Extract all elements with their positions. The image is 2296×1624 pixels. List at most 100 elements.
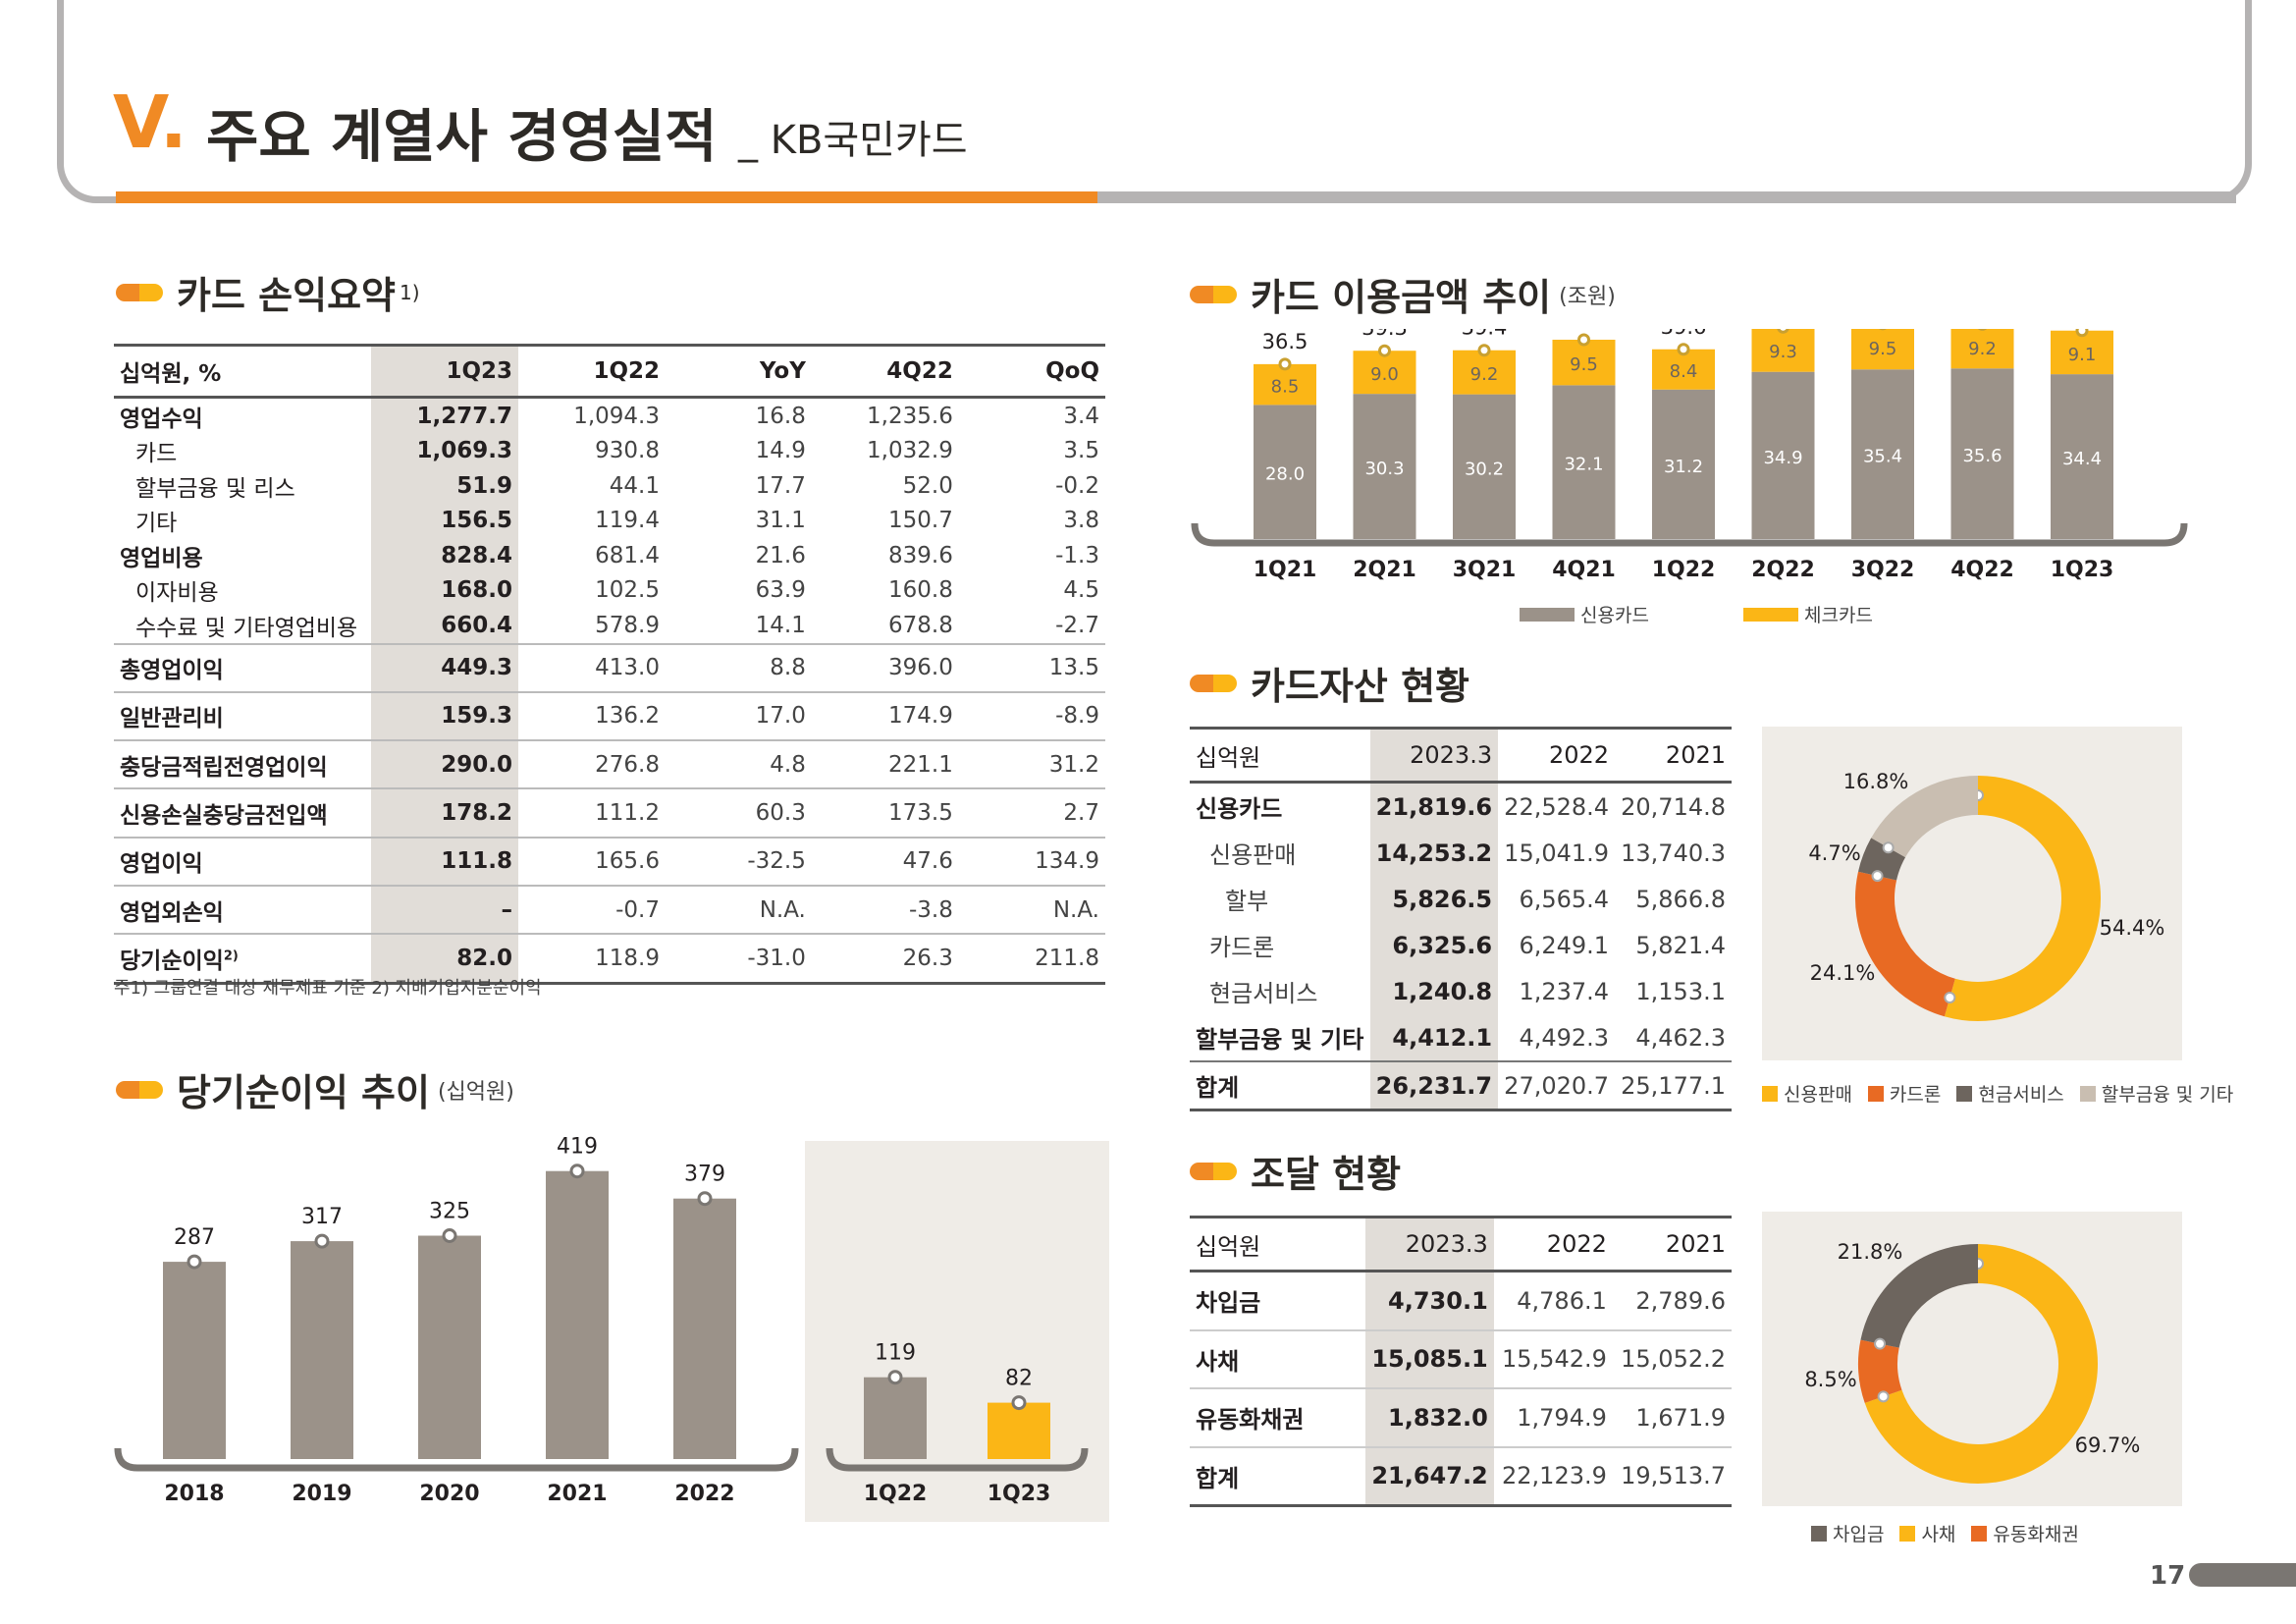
table-cell: 4.8 <box>666 740 812 790</box>
total-label: 39.4 <box>1462 329 1508 340</box>
page-number-bar <box>2189 1563 2296 1587</box>
table-cell: -0.7 <box>518 885 666 936</box>
column-header: 2022 <box>1493 1216 1613 1272</box>
legend-item: 차입금 <box>1811 1520 1884 1546</box>
bar-credit <box>1751 371 1815 539</box>
table-row: 카드론 6,325.6 6,249.1 5,821.4 <box>1190 922 1732 968</box>
table-row: 카드 1,069.3 930.8 14.9 1,032.9 3.5 <box>114 433 1105 468</box>
legend-label: 체크카드 <box>1804 605 1873 626</box>
table-cell: 4,412.1 <box>1369 1014 1499 1061</box>
table-cell: 26,231.7 <box>1369 1060 1499 1111</box>
table-cell: 52.0 <box>902 472 953 499</box>
legend-label: 사채 <box>1921 1524 1956 1545</box>
row-label: 신용손실충당금전입액 <box>114 788 371 839</box>
table-cell: 51.9 <box>370 468 519 504</box>
card-usage-title: 카드 이용금액 추이 <box>1251 276 1552 319</box>
column-header: 1Q22 <box>518 344 666 399</box>
row-label: 할부 <box>1225 888 1269 915</box>
table-cell: -8.9 <box>958 691 1105 742</box>
table-row: 신용판매 14,253.2 15,041.9 13,740.3 <box>1190 830 1732 876</box>
table-cell: 1,240.8 <box>1369 968 1499 1014</box>
column-header: 1Q23 <box>370 344 519 399</box>
table-cell: 221.1 <box>811 740 959 790</box>
table-cell: 82.0 <box>370 934 519 985</box>
header-gray-bar <box>1097 191 2236 203</box>
table-cell: 290.0 <box>370 740 519 790</box>
table-cell: -1.3 <box>1055 542 1099 568</box>
bar-check <box>1851 329 1914 370</box>
table-cell: 31.1 <box>755 508 806 534</box>
donut-slice <box>1860 1244 1979 1349</box>
tick-label: 1Q23 <box>2051 558 2114 582</box>
data-label: 9.2 <box>1968 339 1997 359</box>
table-cell: 20,714.8 <box>1621 792 1726 821</box>
data-label: 119 <box>875 1341 916 1366</box>
row-label: 차입금 <box>1190 1271 1366 1331</box>
table-cell: N.A. <box>666 885 812 936</box>
table-cell: -31.0 <box>666 934 812 985</box>
table-cell: 1,794.9 <box>1493 1388 1613 1448</box>
data-label: 325 <box>429 1200 470 1224</box>
table-row: 영업수익 1,277.7 1,094.3 16.8 1,235.6 3.4 <box>114 397 1105 434</box>
table-cell: 4,786.1 <box>1493 1271 1613 1331</box>
table-cell: 211.8 <box>958 934 1105 985</box>
table-cell: 14,253.2 <box>1369 830 1499 876</box>
bar-marker <box>1577 333 1590 347</box>
table-cell: 1,235.6 <box>867 403 953 429</box>
tick-label: 1Q22 <box>864 1482 928 1506</box>
bar <box>546 1170 609 1459</box>
bar-marker <box>1677 343 1690 356</box>
row-label: 카드 <box>135 441 178 467</box>
table-row: 할부금융 및 기타 4,412.1 4,492.3 4,462.3 <box>1190 1014 1732 1061</box>
card-assets-legend: 신용판매 카드론 현금서비스 할부금융 및 기타 <box>1762 1080 2249 1107</box>
table-row: 할부 5,826.5 6,565.4 5,866.8 <box>1190 876 1732 922</box>
table-cell: 1,277.7 <box>370 397 519 434</box>
legend-swatch <box>1811 1525 1827 1542</box>
table-cell: 156.5 <box>370 503 519 538</box>
table-cell: 26.3 <box>811 934 959 985</box>
table-cell: 449.3 <box>370 643 519 693</box>
tick-label: 2022 <box>674 1482 734 1506</box>
bar-credit <box>1851 369 1914 539</box>
table-cell: 15,052.2 <box>1612 1329 1732 1389</box>
data-label: 30.3 <box>1364 459 1404 479</box>
card-usage-heading: 카드 이용금액 추이 (조원) <box>1190 267 1616 321</box>
table-cell: 4.5 <box>1063 577 1099 604</box>
table-cell: 13,740.3 <box>1621 839 1726 867</box>
row-label: 당기순이익2) <box>114 934 371 985</box>
tick-label: 2019 <box>292 1482 351 1506</box>
table-row: 영업비용 828.4 681.4 21.6 839.6 -1.3 <box>114 538 1105 573</box>
row-label: 할부금융 및 기타 <box>1196 1026 1364 1054</box>
section-number: V. <box>113 81 187 165</box>
data-label: 8.4 <box>1670 361 1698 382</box>
table-cell: – <box>370 885 519 936</box>
column-header: 십억원, % <box>114 344 371 399</box>
row-label: 신용카드 <box>1196 795 1283 823</box>
funding-heading: 조달 현황 <box>1190 1144 1401 1198</box>
column-header: 2023.3 <box>1365 1216 1494 1272</box>
table-cell: 119.4 <box>595 508 660 534</box>
card-assets-donut-panel: 54.4% 24.1% 4.7% 16.8% <box>1762 727 2182 1060</box>
column-header: 2023.3 <box>1369 727 1499 784</box>
legend-label: 신용판매 <box>1784 1084 1852 1106</box>
table-cell: 118.9 <box>518 934 666 985</box>
table-row: 총영업이익 449.3 413.0 8.8 396.0 13.5 <box>114 643 1105 693</box>
row-label: 기타 <box>135 511 178 537</box>
table-cell: 174.9 <box>811 691 959 742</box>
card-usage-chart: 28.0 8.5 36.5 1Q21 30.3 9.0 39.3 2Q21 30.2 9.2 39.… <box>1191 329 2188 582</box>
row-label: 이자비용 <box>135 580 219 607</box>
table-cell: 63.9 <box>755 577 806 604</box>
table-cell: 27,020.7 <box>1498 1060 1616 1111</box>
footnote-mark: 1) <box>400 280 420 304</box>
bar-marker <box>1011 1395 1027 1411</box>
bar-marker <box>1378 344 1391 357</box>
table-row: 충당금적립전영업이익 290.0 276.8 4.8 221.1 31.2 <box>114 740 1105 790</box>
net-income-title: 당기순이익 추이 <box>177 1071 430 1114</box>
table-cell: 3.5 <box>1063 438 1099 464</box>
data-label: 317 <box>301 1205 343 1229</box>
bar-marker <box>697 1191 713 1207</box>
table-cell: 16.8 <box>755 403 806 429</box>
table-row: 유동화채권 1,832.0 1,794.9 1,671.9 <box>1190 1388 1732 1448</box>
tick-label: 1Q21 <box>1254 558 1317 582</box>
table-cell: 150.7 <box>887 508 953 534</box>
